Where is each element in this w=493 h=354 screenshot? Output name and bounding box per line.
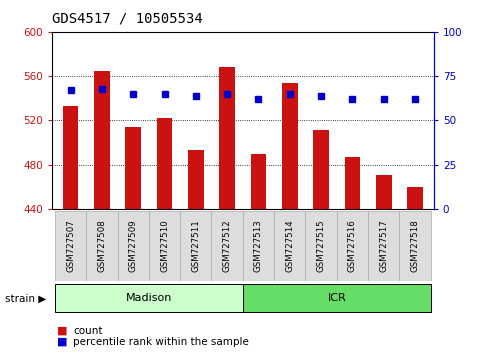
Text: ■: ■	[57, 326, 67, 336]
Text: GSM727514: GSM727514	[285, 219, 294, 273]
Bar	[250, 154, 266, 209]
Bar	[337, 211, 368, 281]
Bar	[376, 175, 391, 209]
Bar	[180, 211, 211, 281]
Text: count: count	[73, 326, 103, 336]
Text: Madison: Madison	[126, 293, 172, 303]
Bar	[94, 70, 110, 209]
Text: strain ▶: strain ▶	[5, 294, 46, 304]
Bar	[306, 211, 337, 281]
Text: GSM727516: GSM727516	[348, 219, 357, 273]
Text: ICR: ICR	[327, 293, 346, 303]
Bar	[243, 284, 431, 312]
Text: GSM727517: GSM727517	[379, 219, 388, 273]
Bar	[117, 211, 149, 281]
Bar	[63, 106, 78, 209]
Text: ■: ■	[57, 337, 67, 347]
Bar	[188, 150, 204, 209]
Text: percentile rank within the sample: percentile rank within the sample	[73, 337, 249, 347]
Bar	[345, 157, 360, 209]
Text: GDS4517 / 10505534: GDS4517 / 10505534	[52, 11, 203, 25]
Bar	[407, 187, 423, 209]
Text: GSM727509: GSM727509	[129, 220, 138, 272]
Text: GSM727507: GSM727507	[66, 219, 75, 273]
Bar	[125, 127, 141, 209]
Text: GSM727508: GSM727508	[98, 219, 106, 273]
Bar	[368, 211, 399, 281]
Bar	[55, 211, 86, 281]
Bar	[274, 211, 306, 281]
Text: GSM727511: GSM727511	[191, 219, 200, 273]
Text: GSM727510: GSM727510	[160, 219, 169, 273]
Bar	[313, 130, 329, 209]
Bar	[399, 211, 431, 281]
Bar	[55, 284, 243, 312]
Text: GSM727515: GSM727515	[317, 219, 325, 273]
Bar	[157, 118, 173, 209]
Bar	[282, 83, 298, 209]
Text: GSM727512: GSM727512	[223, 219, 232, 273]
Bar	[219, 67, 235, 209]
Text: GSM727518: GSM727518	[411, 219, 420, 273]
Text: GSM727513: GSM727513	[254, 219, 263, 273]
Bar	[149, 211, 180, 281]
Bar	[243, 211, 274, 281]
Bar	[86, 211, 117, 281]
Bar	[211, 211, 243, 281]
